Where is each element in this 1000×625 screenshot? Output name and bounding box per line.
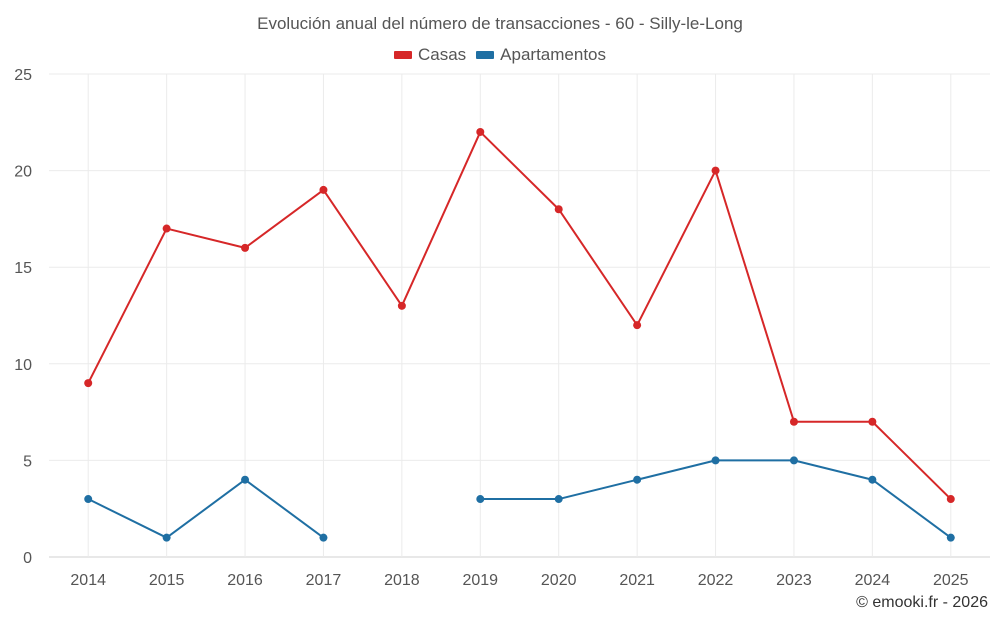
data-point-casas (84, 379, 93, 388)
data-point-casas (554, 205, 563, 214)
data-point-casas (946, 495, 955, 504)
data-point-casas (162, 224, 171, 233)
data-point-casas (319, 185, 328, 194)
y-tick-label: 5 (23, 453, 32, 470)
x-tick-label: 2018 (384, 572, 420, 589)
data-point-apartamentos (319, 533, 328, 542)
x-tick-label: 2016 (227, 572, 263, 589)
x-tick-label: 2023 (776, 572, 812, 589)
data-point-apartamentos (711, 456, 720, 465)
data-point-casas (476, 127, 485, 136)
data-point-apartamentos (633, 475, 642, 484)
chart-title: Evolución anual del número de transaccio… (257, 14, 743, 33)
y-tick-label: 20 (14, 164, 32, 181)
y-tick-label: 15 (14, 260, 32, 277)
x-tick-label: 2021 (619, 572, 655, 589)
data-point-apartamentos (84, 495, 93, 504)
credit-text: © emooki.fr - 2026 (856, 594, 988, 611)
data-point-apartamentos (946, 533, 955, 542)
data-point-apartamentos (241, 475, 250, 484)
legend-swatch-casas (393, 51, 412, 59)
legend: Casas Apartamentos (0, 45, 1000, 65)
data-point-casas (789, 417, 798, 426)
legend-label-casas: Casas (417, 45, 467, 64)
y-tick-label: 10 (14, 357, 32, 374)
x-tick-label: 2019 (462, 572, 498, 589)
data-point-apartamentos (476, 495, 485, 504)
legend-item-casas[interactable]: Casas (393, 45, 467, 65)
data-point-casas (633, 321, 642, 330)
series-line-apartamentos (87, 478, 325, 539)
series-line-casas (87, 130, 952, 500)
data-point-apartamentos (868, 475, 877, 484)
x-tick-label: 2024 (855, 572, 891, 589)
data-point-apartamentos (554, 495, 563, 504)
x-tick-label: 2022 (698, 572, 734, 589)
legend-label-apartamentos: Apartamentos (500, 45, 607, 64)
x-tick-label: 2014 (70, 572, 106, 589)
data-point-casas (241, 243, 250, 252)
legend-item-apartamentos[interactable]: Apartamentos (476, 45, 606, 65)
x-tick-label: 2025 (933, 572, 969, 589)
legend-swatch-apartamentos (476, 51, 495, 59)
x-tick-label: 2017 (306, 572, 342, 589)
data-point-casas (397, 301, 406, 310)
data-point-casas (868, 417, 877, 426)
data-point-apartamentos (162, 533, 171, 542)
x-tick-label: 2015 (149, 572, 185, 589)
y-tick-label: 0 (23, 550, 32, 567)
data-point-casas (711, 166, 720, 175)
x-tick-label: 2020 (541, 572, 577, 589)
data-point-apartamentos (789, 456, 798, 465)
y-tick-label: 25 (14, 67, 32, 84)
